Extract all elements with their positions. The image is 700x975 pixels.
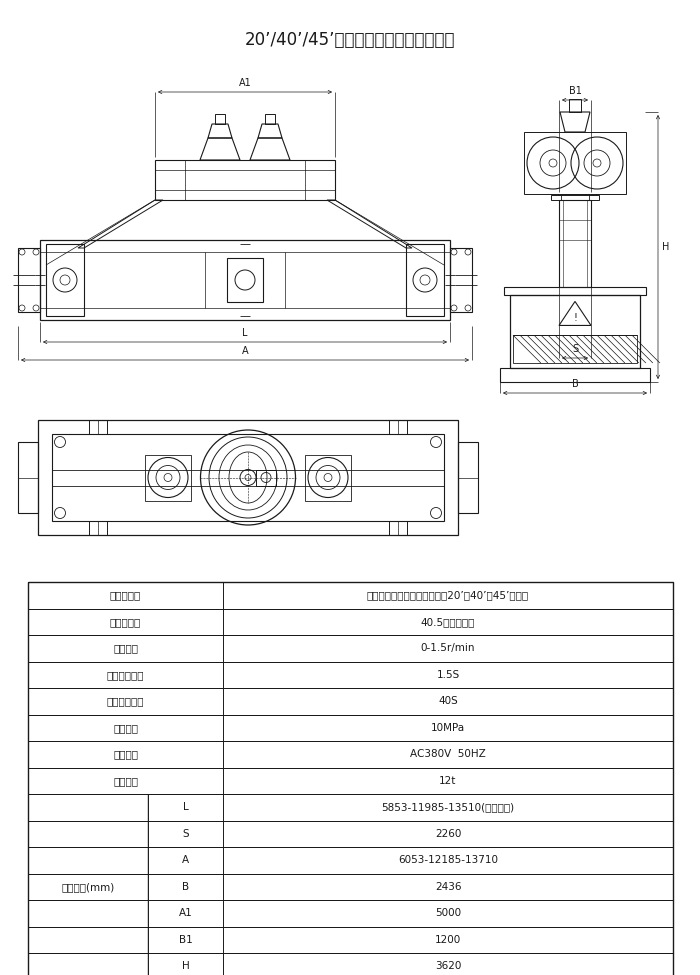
Bar (551, 195, 599, 200)
Bar (28, 767, 673, 794)
Bar (89, 521, 107, 535)
Text: A: A (182, 855, 189, 865)
Bar (145, 454, 191, 500)
Text: 旋转动作时间: 旋转动作时间 (106, 670, 144, 680)
Text: 2260: 2260 (435, 829, 461, 838)
Text: 40.5（单具下）: 40.5（单具下） (421, 617, 475, 627)
Text: A1: A1 (178, 909, 192, 918)
Text: 1.5S: 1.5S (436, 670, 460, 680)
Text: 1200: 1200 (435, 935, 461, 945)
Text: 旋转速度: 旋转速度 (113, 644, 138, 653)
Bar (38, 420, 458, 535)
Bar (28, 847, 673, 874)
Text: L: L (242, 328, 248, 338)
Bar (155, 160, 335, 200)
Text: 40S: 40S (438, 696, 458, 706)
Text: 12t: 12t (440, 776, 456, 786)
Bar (18, 248, 40, 312)
Bar (450, 248, 472, 312)
Bar (504, 287, 646, 295)
Bar (40, 240, 450, 320)
Bar (305, 454, 351, 500)
Bar (561, 194, 589, 200)
Bar (389, 420, 407, 434)
Bar (28, 953, 673, 975)
Bar (406, 244, 444, 316)
Text: 5853-11985-13510(液压伸縮): 5853-11985-13510(液压伸縮) (382, 802, 514, 812)
Bar (500, 368, 650, 382)
Text: AC380V  50HZ: AC380V 50HZ (410, 749, 486, 760)
Text: L: L (183, 802, 188, 812)
Bar (89, 420, 107, 434)
Text: B: B (182, 881, 189, 892)
Bar (28, 582, 673, 608)
Bar (510, 295, 640, 368)
Text: B: B (572, 379, 578, 389)
Text: 20’/40’/45’伸縮式旋转集装笱专用吸具: 20’/40’/45’伸縮式旋转集装笱专用吸具 (245, 31, 455, 49)
Text: B1: B1 (568, 86, 582, 96)
Bar (52, 434, 444, 521)
Bar (28, 741, 673, 767)
Text: A1: A1 (239, 78, 251, 88)
Text: 3620: 3620 (435, 961, 461, 971)
Bar (227, 258, 263, 302)
Bar (256, 470, 276, 486)
Text: 10MPa: 10MPa (431, 722, 465, 733)
Text: H: H (662, 242, 669, 252)
Bar (458, 442, 478, 513)
Text: 集装笱型号: 集装笱型号 (110, 590, 141, 601)
Text: B1: B1 (178, 935, 192, 945)
Bar (559, 200, 591, 287)
Bar (28, 821, 673, 847)
Bar (18, 442, 38, 513)
Bar (28, 715, 673, 741)
Text: 主要尺寸(mm): 主要尺寸(mm) (62, 881, 115, 892)
Bar (28, 926, 673, 953)
Text: S: S (182, 829, 189, 838)
Bar (28, 874, 673, 900)
Text: !: ! (573, 313, 577, 324)
Bar (28, 608, 673, 635)
Text: 电源电压: 电源电压 (113, 749, 138, 760)
Bar (215, 114, 225, 124)
Bar (28, 688, 673, 715)
Text: H: H (181, 961, 190, 971)
Bar (513, 335, 637, 363)
Bar (46, 244, 84, 316)
Text: 0-1.5r/min: 0-1.5r/min (421, 644, 475, 653)
Text: 液压系统: 液压系统 (113, 722, 138, 733)
Text: 吸具自重: 吸具自重 (113, 776, 138, 786)
Bar (28, 794, 673, 821)
Bar (524, 132, 626, 194)
Text: S: S (572, 344, 578, 354)
Bar (28, 661, 673, 688)
Text: 伸縮式旋转集装笱吸具（适劖20’、40’、45’吸具）: 伸縮式旋转集装笱吸具（适劖20’、40’、45’吸具） (367, 590, 529, 601)
Text: 伸縮动作时间: 伸縮动作时间 (106, 696, 144, 706)
Bar (265, 114, 275, 124)
Text: A: A (241, 346, 248, 356)
Bar (569, 99, 581, 112)
Bar (28, 900, 673, 926)
Text: 6053-12185-13710: 6053-12185-13710 (398, 855, 498, 865)
Bar (28, 635, 673, 661)
Bar (28, 582, 673, 975)
Text: 额定起重量: 额定起重量 (110, 617, 141, 627)
Text: 2436: 2436 (435, 881, 461, 892)
Bar (389, 521, 407, 535)
Text: 5000: 5000 (435, 909, 461, 918)
